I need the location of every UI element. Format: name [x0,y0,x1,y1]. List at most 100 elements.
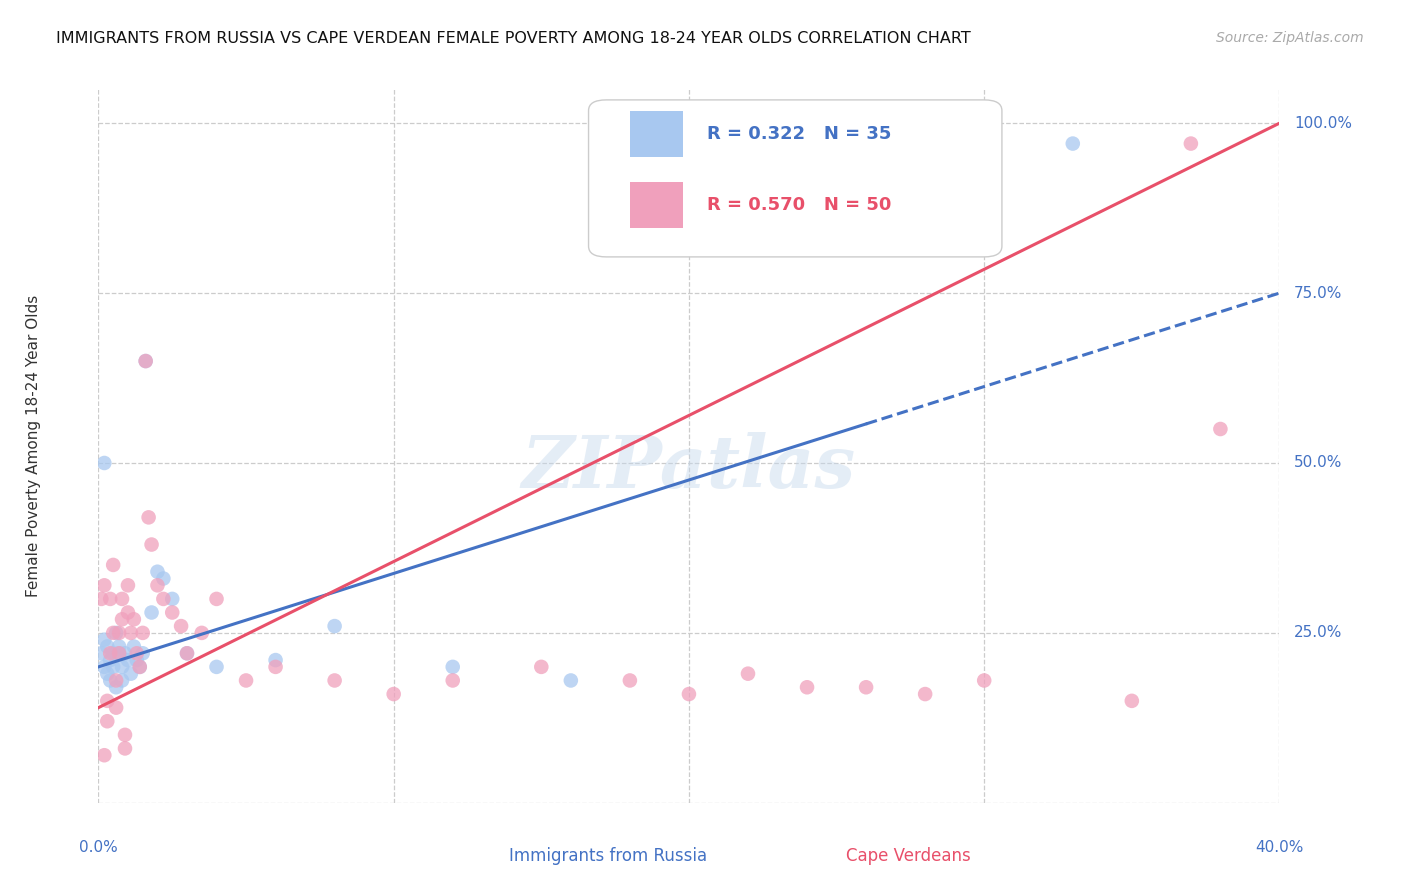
Text: R = 0.570   N = 50: R = 0.570 N = 50 [707,196,891,214]
Point [96,666,118,681]
Point [105,673,128,688]
Point [132,626,155,640]
Text: Source: ZipAtlas.com: Source: ZipAtlas.com [1216,31,1364,45]
Point [176,646,198,660]
Point [1062,136,1084,151]
Point [98,673,121,688]
Text: Cape Verdeans: Cape Verdeans [846,847,970,865]
Point [111,612,134,626]
Point [141,537,163,551]
Point [108,646,131,660]
Text: 40.0%: 40.0% [1256,840,1303,855]
Point [98,591,121,606]
Point [323,619,346,633]
Point [176,646,198,660]
Point [103,660,125,674]
Point [105,680,128,694]
Point [103,626,125,640]
Point [114,646,136,660]
Point [103,646,125,660]
Point [235,673,257,688]
Point [1209,422,1232,436]
Point [120,626,142,640]
Point [141,606,163,620]
Point [105,700,128,714]
Point [93,632,115,647]
Point [737,666,759,681]
Point [111,660,134,674]
Point [973,673,995,688]
FancyBboxPatch shape [471,842,501,867]
Point [111,673,134,688]
Point [678,687,700,701]
Point [111,591,134,606]
Point [152,591,174,606]
Point [96,694,118,708]
Point [162,606,183,620]
Text: 100.0%: 100.0% [1294,116,1353,131]
FancyBboxPatch shape [589,100,1002,257]
Point [108,626,131,640]
Point [135,354,157,368]
Point [114,741,136,756]
Point [108,646,131,660]
Point [117,606,139,620]
Text: 75.0%: 75.0% [1294,285,1343,301]
Point [122,612,145,626]
Point [914,687,936,701]
Point [117,653,139,667]
Text: IMMIGRANTS FROM RUSSIA VS CAPE VERDEAN FEMALE POVERTY AMONG 18-24 YEAR OLDS CORR: IMMIGRANTS FROM RUSSIA VS CAPE VERDEAN F… [56,31,972,46]
Point [205,660,228,674]
Point [191,626,214,640]
Point [152,572,174,586]
Point [122,640,145,654]
Point [796,680,818,694]
Point [138,510,160,524]
Point [114,728,136,742]
Point [855,680,877,694]
Point [93,578,115,592]
Point [93,456,115,470]
Point [135,354,157,368]
Point [117,578,139,592]
Point [105,626,128,640]
Point [1180,136,1202,151]
Text: Female Poverty Among 18-24 Year Olds: Female Poverty Among 18-24 Year Olds [25,295,41,597]
Point [132,646,155,660]
FancyBboxPatch shape [630,182,683,228]
Text: R = 0.322   N = 35: R = 0.322 N = 35 [707,125,891,143]
Point [120,666,142,681]
Point [96,640,118,654]
FancyBboxPatch shape [807,842,837,867]
Point [1121,694,1143,708]
Point [441,673,464,688]
Point [93,748,115,763]
Text: Immigrants from Russia: Immigrants from Russia [509,847,707,865]
Point [90,591,112,606]
Point [170,619,193,633]
FancyBboxPatch shape [630,111,683,157]
Point [146,565,169,579]
Text: 25.0%: 25.0% [1294,625,1343,640]
Point [530,660,553,674]
Point [205,591,228,606]
Point [90,646,112,660]
Point [162,591,183,606]
Point [96,714,118,729]
Point [98,646,121,660]
Point [108,640,131,654]
Point [264,660,287,674]
Point [93,660,115,674]
Point [125,646,148,660]
Point [128,660,150,674]
Point [146,578,169,592]
Point [128,660,150,674]
Point [98,653,121,667]
Text: ZIPatlas: ZIPatlas [522,432,856,503]
Point [382,687,405,701]
Text: 0.0%: 0.0% [79,840,118,855]
Point [125,653,148,667]
Text: 50.0%: 50.0% [1294,456,1343,470]
Point [323,673,346,688]
Point [560,673,582,688]
